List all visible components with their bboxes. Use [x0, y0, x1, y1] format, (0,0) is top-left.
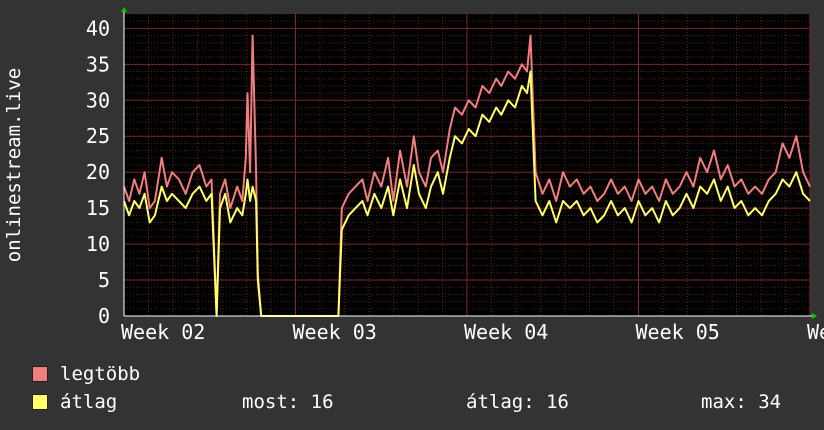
x-tick-labels: Week 02 Week 03 Week 04 Week 05 Week 06: [121, 320, 824, 344]
y-axis-arrow-icon: [121, 7, 127, 12]
y-tick-label: 10: [86, 232, 110, 256]
x-tick-label: Week 05: [636, 320, 720, 344]
grid-lines: [123, 13, 811, 317]
legend-item-max: legtöbb: [32, 363, 140, 385]
x-tick-label: Week 04: [464, 320, 548, 344]
axes: [121, 7, 817, 319]
y-tick-label: 15: [86, 196, 110, 220]
legend-swatch-max: [32, 366, 48, 382]
legend-swatch-avg: [32, 394, 48, 410]
y-tick-label: 25: [86, 124, 110, 148]
x-tick-label: Week 03: [293, 320, 377, 344]
y-tick-label: 20: [86, 160, 110, 184]
x-axis-arrow-icon: [812, 313, 817, 319]
series-line-avg: [123, 70, 811, 317]
legend-label-avg: átlag: [60, 391, 118, 413]
stat-average: átlag: 16: [466, 391, 569, 413]
x-tick-label: Week 02: [121, 320, 205, 344]
y-tick-label: 5: [98, 268, 110, 292]
y-tick-label: 35: [86, 52, 110, 76]
y-tick-label: 30: [86, 88, 110, 112]
x-tick-label: Week 06: [807, 320, 824, 344]
stat-now: most: 16: [242, 391, 334, 413]
stat-max: max: 34: [701, 391, 782, 413]
y-tick-label: 40: [86, 16, 110, 40]
series-layer: [123, 34, 811, 317]
legend-item-avg: átlag: [32, 391, 117, 413]
legend-label-max: legtöbb: [60, 363, 141, 385]
y-axis-label: onlinestream.live: [3, 68, 25, 262]
y-tick-labels: 0 5 10 15 20 25 30 35 40: [86, 16, 110, 328]
y-tick-label: 0: [98, 304, 110, 328]
